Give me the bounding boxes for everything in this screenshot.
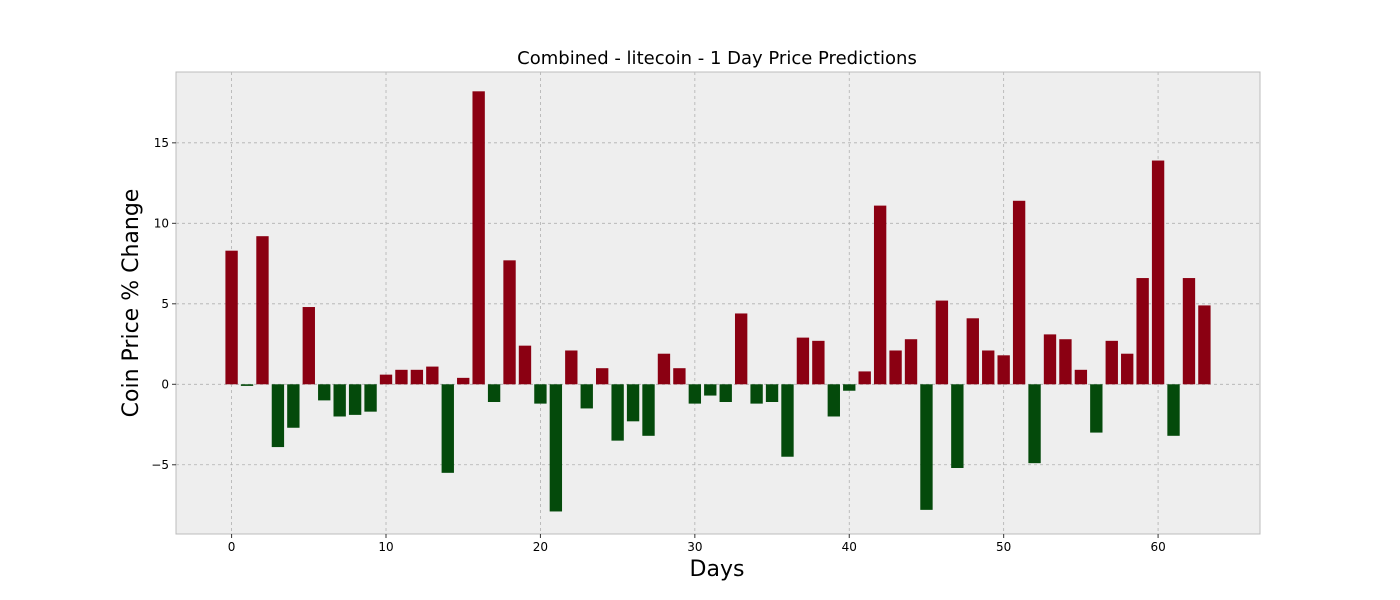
y-tick-label: 0 [161,377,169,391]
bar-day-57 [1106,341,1118,384]
y-tick-label: 10 [154,216,169,230]
bar-day-18 [503,260,515,384]
bar-day-28 [658,354,670,385]
bar-day-1 [241,384,253,386]
y-tick-label: −5 [151,458,169,472]
bar-day-55 [1075,370,1087,384]
bar-day-21 [550,384,562,511]
bar-day-42 [874,206,886,385]
x-tick-label: 50 [996,540,1011,554]
y-tick-label: 5 [161,297,169,311]
bar-day-38 [812,341,824,384]
x-tick-label: 10 [378,540,393,554]
bar-day-45 [920,384,932,510]
bar-day-59 [1136,278,1148,384]
bar-day-35 [766,384,778,402]
bar-day-9 [364,384,376,411]
bar-day-25 [611,384,623,440]
y-tick-label: 15 [154,136,169,150]
bar-day-56 [1090,384,1102,432]
bar-day-46 [936,301,948,385]
bar-day-61 [1167,384,1179,436]
bar-day-58 [1121,354,1133,385]
bar-day-22 [565,350,577,384]
bar-day-14 [442,384,454,473]
bar-day-41 [859,371,871,384]
bar-day-52 [1028,384,1040,463]
bar-day-27 [642,384,654,436]
bar-day-63 [1198,305,1210,384]
bar-day-10 [380,375,392,385]
bar-day-3 [272,384,284,447]
bar-day-6 [318,384,330,400]
bar-day-20 [534,384,546,403]
bar-day-11 [395,370,407,384]
bar-day-36 [781,384,793,456]
bar-day-16 [472,91,484,384]
bar-day-15 [457,378,469,384]
bar-day-49 [982,350,994,384]
bar-day-60 [1152,161,1164,385]
bar-day-31 [704,384,716,395]
bar-day-30 [689,384,701,403]
bar-day-53 [1044,334,1056,384]
bar-day-51 [1013,201,1025,385]
bar-day-37 [797,338,809,385]
bar-day-8 [349,384,361,415]
bar-day-13 [426,367,438,385]
bar-day-29 [673,368,685,384]
bar-day-44 [905,339,917,384]
bar-day-50 [997,355,1009,384]
bar-day-7 [334,384,346,416]
chart-title: Combined - litecoin - 1 Day Price Predic… [517,48,917,69]
bar-day-19 [519,346,531,385]
bar-day-33 [735,313,747,384]
bar-day-39 [828,384,840,416]
x-tick-label: 20 [533,540,548,554]
y-axis-label: Coin Price % Change [119,189,144,418]
x-tick-label: 60 [1150,540,1165,554]
bar-day-48 [967,318,979,384]
x-tick-label: 0 [228,540,236,554]
y-ticks: −5 0 5 10 15 [151,136,176,472]
bar-day-47 [951,384,963,468]
bar-day-40 [843,384,855,390]
x-axis-label: Days [690,557,745,582]
bar-day-26 [627,384,639,421]
bar-day-4 [287,384,299,427]
bar-day-62 [1183,278,1195,384]
bar-day-0 [225,251,237,385]
x-ticks: 0 10 20 30 40 50 60 [228,534,1166,554]
x-tick-label: 30 [687,540,702,554]
x-tick-label: 40 [842,540,857,554]
bar-day-32 [720,384,732,402]
bar-day-2 [256,236,268,384]
bar-day-17 [488,384,500,402]
bar-day-24 [596,368,608,384]
bar-day-34 [750,384,762,403]
bar-day-54 [1059,339,1071,384]
bar-day-5 [303,307,315,384]
bar-day-12 [411,370,423,384]
bar-day-23 [581,384,593,408]
bar-day-43 [889,350,901,384]
